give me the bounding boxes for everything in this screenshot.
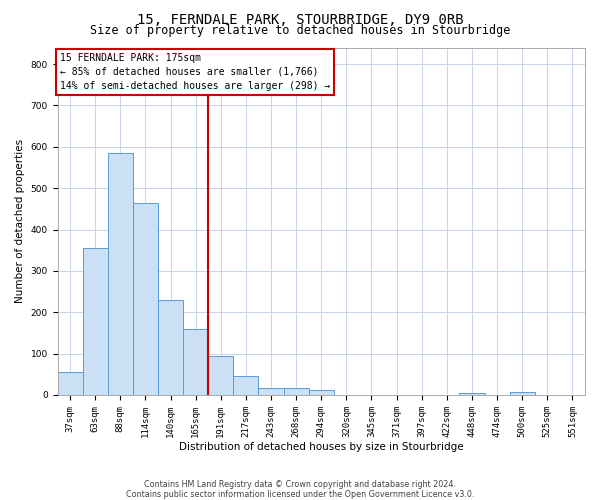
Text: 15, FERNDALE PARK, STOURBRIDGE, DY9 0RB: 15, FERNDALE PARK, STOURBRIDGE, DY9 0RB [137,12,463,26]
Bar [460,393,485,395]
Bar [58,372,83,395]
Bar [133,202,158,395]
Bar [183,329,208,395]
Bar [158,300,183,395]
Text: 15 FERNDALE PARK: 175sqm
← 85% of detached houses are smaller (1,766)
14% of sem: 15 FERNDALE PARK: 175sqm ← 85% of detach… [60,52,331,90]
Bar [284,388,309,395]
Text: Contains HM Land Registry data © Crown copyright and database right 2024.
Contai: Contains HM Land Registry data © Crown c… [126,480,474,499]
Text: Size of property relative to detached houses in Stourbridge: Size of property relative to detached ho… [90,24,510,37]
Bar [108,153,133,395]
Bar [259,388,284,395]
Y-axis label: Number of detached properties: Number of detached properties [15,139,25,304]
Bar [309,390,334,395]
X-axis label: Distribution of detached houses by size in Stourbridge: Distribution of detached houses by size … [179,442,464,452]
Bar [233,376,259,395]
Bar [509,392,535,395]
Bar [83,248,108,395]
Bar [208,356,233,395]
